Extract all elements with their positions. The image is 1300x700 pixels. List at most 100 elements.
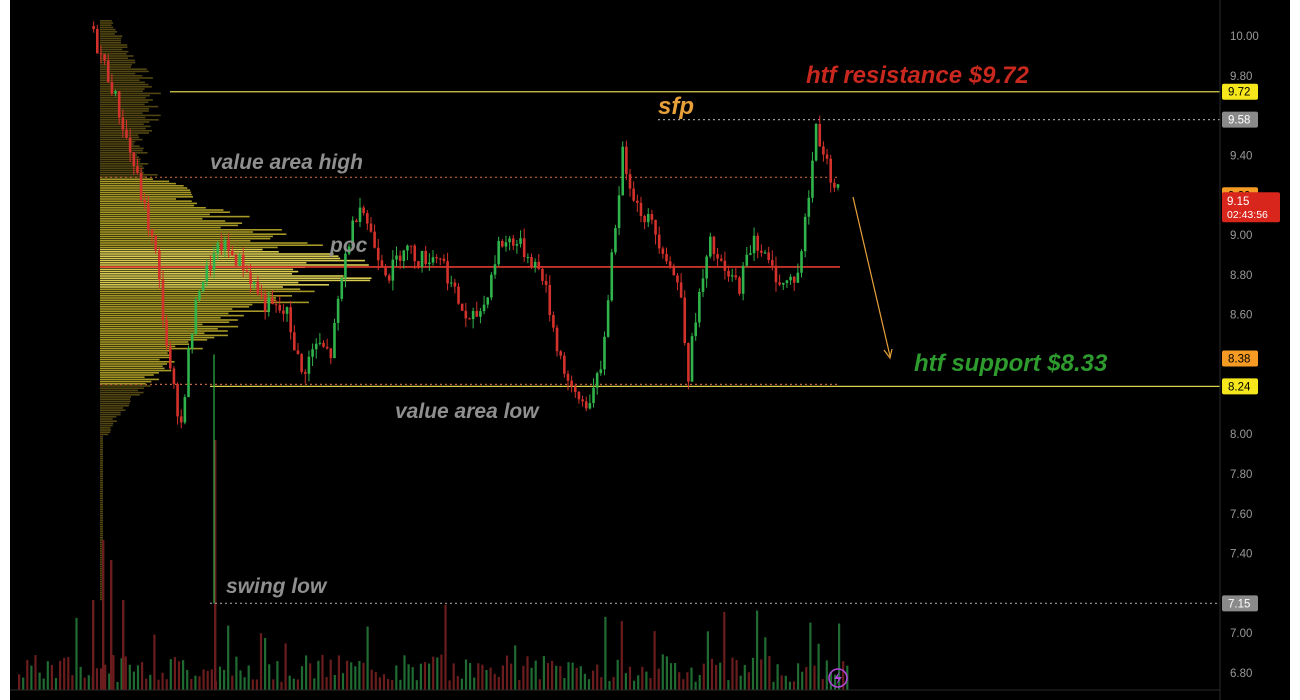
countdown-label: 02:43:56 <box>1227 209 1268 221</box>
volume-profile-bar <box>100 160 141 163</box>
candle-body <box>143 199 147 204</box>
volume-profile-bar <box>100 587 103 590</box>
volume-bar <box>501 665 504 690</box>
volume-profile-bar <box>100 57 128 59</box>
volume-profile-bar <box>100 105 159 108</box>
volume-bar <box>710 658 714 690</box>
volume-profile-bar <box>100 422 114 425</box>
volume-profile-bar <box>100 350 171 352</box>
price-tag-label: 7.15 <box>1228 598 1250 610</box>
sfp-label: sfp <box>658 93 694 120</box>
candle-body <box>424 250 427 264</box>
volume-profile-bar <box>100 28 116 31</box>
volume-bar <box>415 680 418 690</box>
volume-profile-bar <box>100 334 228 337</box>
candle-body <box>774 265 778 283</box>
volume-profile-bar <box>100 70 149 73</box>
volume-profile-bar <box>100 499 103 502</box>
candle-body <box>205 265 209 282</box>
volume-profile-bar <box>100 468 103 471</box>
candle-body <box>139 172 143 200</box>
volume-bar <box>542 655 545 690</box>
volume-bar <box>26 659 29 690</box>
volume-bar <box>805 666 808 690</box>
volume-profile-bar <box>100 473 103 475</box>
volume-profile-bar <box>100 167 145 169</box>
candle-body <box>471 310 475 320</box>
volume-profile-bar <box>100 363 168 365</box>
value-area-high-label: value area high <box>210 151 363 174</box>
volume-bar <box>788 681 791 690</box>
volume-bar <box>235 656 238 690</box>
volume-bar <box>833 674 837 690</box>
volume-profile-bar <box>100 207 206 209</box>
volume-profile-bar <box>100 259 365 262</box>
volume-bar <box>276 661 279 690</box>
volume-bar <box>505 655 509 690</box>
candle-body <box>526 256 530 258</box>
candle-body <box>344 253 347 279</box>
lightning-icon[interactable] <box>828 668 848 688</box>
candle-body <box>355 220 358 222</box>
volume-profile-bar <box>100 35 123 37</box>
candle-body <box>245 270 249 272</box>
candle-body <box>657 234 661 249</box>
candle-body <box>132 152 136 167</box>
candle-body <box>636 200 639 203</box>
candle-body <box>395 255 398 260</box>
candle-body <box>486 297 490 305</box>
volume-profile-bar <box>100 303 253 306</box>
volume-profile-bar <box>100 479 103 482</box>
candle-body <box>581 399 584 402</box>
volume-profile-bar <box>100 220 226 222</box>
volume-profile-bar <box>100 50 129 53</box>
volume-profile-bar <box>100 444 103 447</box>
volume-bar <box>161 672 164 690</box>
candle-body <box>537 261 541 269</box>
volume-profile-bar <box>100 189 191 191</box>
candle-body <box>216 243 220 254</box>
volume-profile-bar <box>100 88 145 90</box>
volume-profile-bar <box>100 264 369 266</box>
volume-profile-bar <box>100 103 145 106</box>
volume-profile-bar <box>100 328 218 330</box>
volume-profile-bar <box>100 288 301 290</box>
volume-profile-bar <box>100 244 323 246</box>
volume-bar <box>194 675 197 690</box>
candle-body <box>446 261 449 284</box>
volume-profile-bar <box>100 512 103 515</box>
candle-body <box>271 298 274 305</box>
volume-profile-bar <box>100 268 294 271</box>
volume-bar <box>764 637 767 690</box>
candle-body <box>694 322 697 337</box>
candle-body <box>789 276 792 281</box>
volume-profile-bar <box>100 136 140 139</box>
candle-body <box>614 228 617 253</box>
volume-bar <box>329 659 332 690</box>
volume-profile-bar <box>100 416 117 418</box>
volume-bar <box>825 660 828 690</box>
volume-profile-bar <box>100 339 208 341</box>
candle-body <box>479 311 482 317</box>
volume-bar <box>784 675 787 690</box>
volume-profile-bar <box>100 515 103 517</box>
volume-bar <box>702 663 705 690</box>
volume-bar <box>104 664 107 690</box>
candle-body <box>822 146 825 155</box>
candle-body <box>92 26 95 30</box>
candle-body <box>110 81 114 94</box>
volume-bar <box>559 666 562 690</box>
candle-body <box>285 307 289 314</box>
volume-profile-bar <box>100 253 334 255</box>
volume-profile-bar <box>100 405 129 407</box>
candle-body <box>504 242 508 247</box>
volume-bar <box>227 625 230 690</box>
volume-bar <box>272 679 275 690</box>
candle-body <box>727 270 730 277</box>
candle-body <box>756 235 760 251</box>
volume-bar <box>801 671 804 690</box>
volume-bar <box>280 681 283 690</box>
volume-profile-bar <box>100 178 153 180</box>
candle-body <box>351 220 355 247</box>
candle-body <box>293 332 296 351</box>
